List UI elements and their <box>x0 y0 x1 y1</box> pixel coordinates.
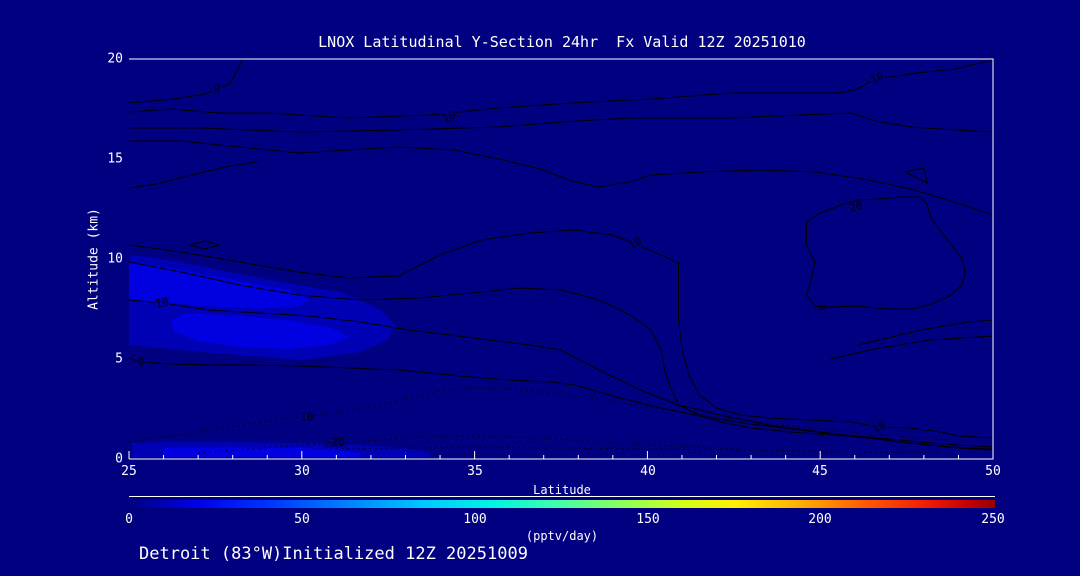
contour-line-20 <box>903 167 929 184</box>
y-tick-label: 20 <box>107 51 123 67</box>
y-tick-label: 0 <box>115 451 123 467</box>
colorbar-tick-label: 0 <box>125 512 133 527</box>
y-tick-label: 10 <box>107 251 123 267</box>
plot-title: LNOX Latitudinal Y-Section 24hr Fx Valid… <box>318 33 806 51</box>
contour-line-10 <box>128 229 994 439</box>
contour-line-10 <box>858 319 994 346</box>
contour-fill-patch <box>129 262 309 309</box>
x-tick-label: 35 <box>467 464 483 479</box>
colorbar-tick-label: 150 <box>636 512 660 527</box>
x-tick-label: 45 <box>812 464 828 479</box>
colorbar-tick-label: 100 <box>463 512 487 527</box>
y-tick-label: 5 <box>115 351 123 367</box>
contour-line-20 <box>805 196 966 310</box>
x-tick-label: 25 <box>121 464 137 479</box>
contour-line-10 <box>129 112 994 133</box>
x-tick-label: 50 <box>985 464 1001 479</box>
contour-level-label: -20 <box>324 435 346 449</box>
contour-line-10 <box>128 59 994 119</box>
contour-line-20 <box>128 261 994 448</box>
contour-line--10 <box>128 387 949 443</box>
colorbar-tick-label: 250 <box>981 512 1005 527</box>
x-axis-label: Latitude <box>533 483 591 497</box>
y-tick-label: 15 <box>107 151 123 167</box>
colorbar <box>129 500 995 508</box>
contour-line-10 <box>128 160 261 189</box>
contour-fill-patch <box>170 313 351 349</box>
contour-line-10 <box>830 335 994 360</box>
contour-level-label: 10 <box>153 295 171 311</box>
contour-line-0 <box>128 58 244 104</box>
contour-line-0 <box>128 357 994 450</box>
init-annotation: Detroit (83°W)Initialized 12Z 20251009 <box>139 544 528 564</box>
contour-line-10 <box>129 140 994 216</box>
colorbar-tick-label: 200 <box>808 512 832 527</box>
contour-level-label: 0 <box>212 82 222 96</box>
contour-level-label: -10 <box>292 410 315 424</box>
colorbar-top-rule <box>129 496 995 497</box>
contour-line-20 <box>814 305 826 311</box>
x-tick-label: 30 <box>294 464 310 479</box>
contour-line-10 <box>189 240 221 250</box>
plot-frame <box>129 58 994 460</box>
contour-level-label: 0 <box>136 355 146 369</box>
colorbar-tick-label: 50 <box>294 512 310 527</box>
colorbar-units-label: (pptv/day) <box>525 529 599 543</box>
contour-fill-patch <box>163 447 361 457</box>
x-tick-label: 40 <box>640 464 656 479</box>
